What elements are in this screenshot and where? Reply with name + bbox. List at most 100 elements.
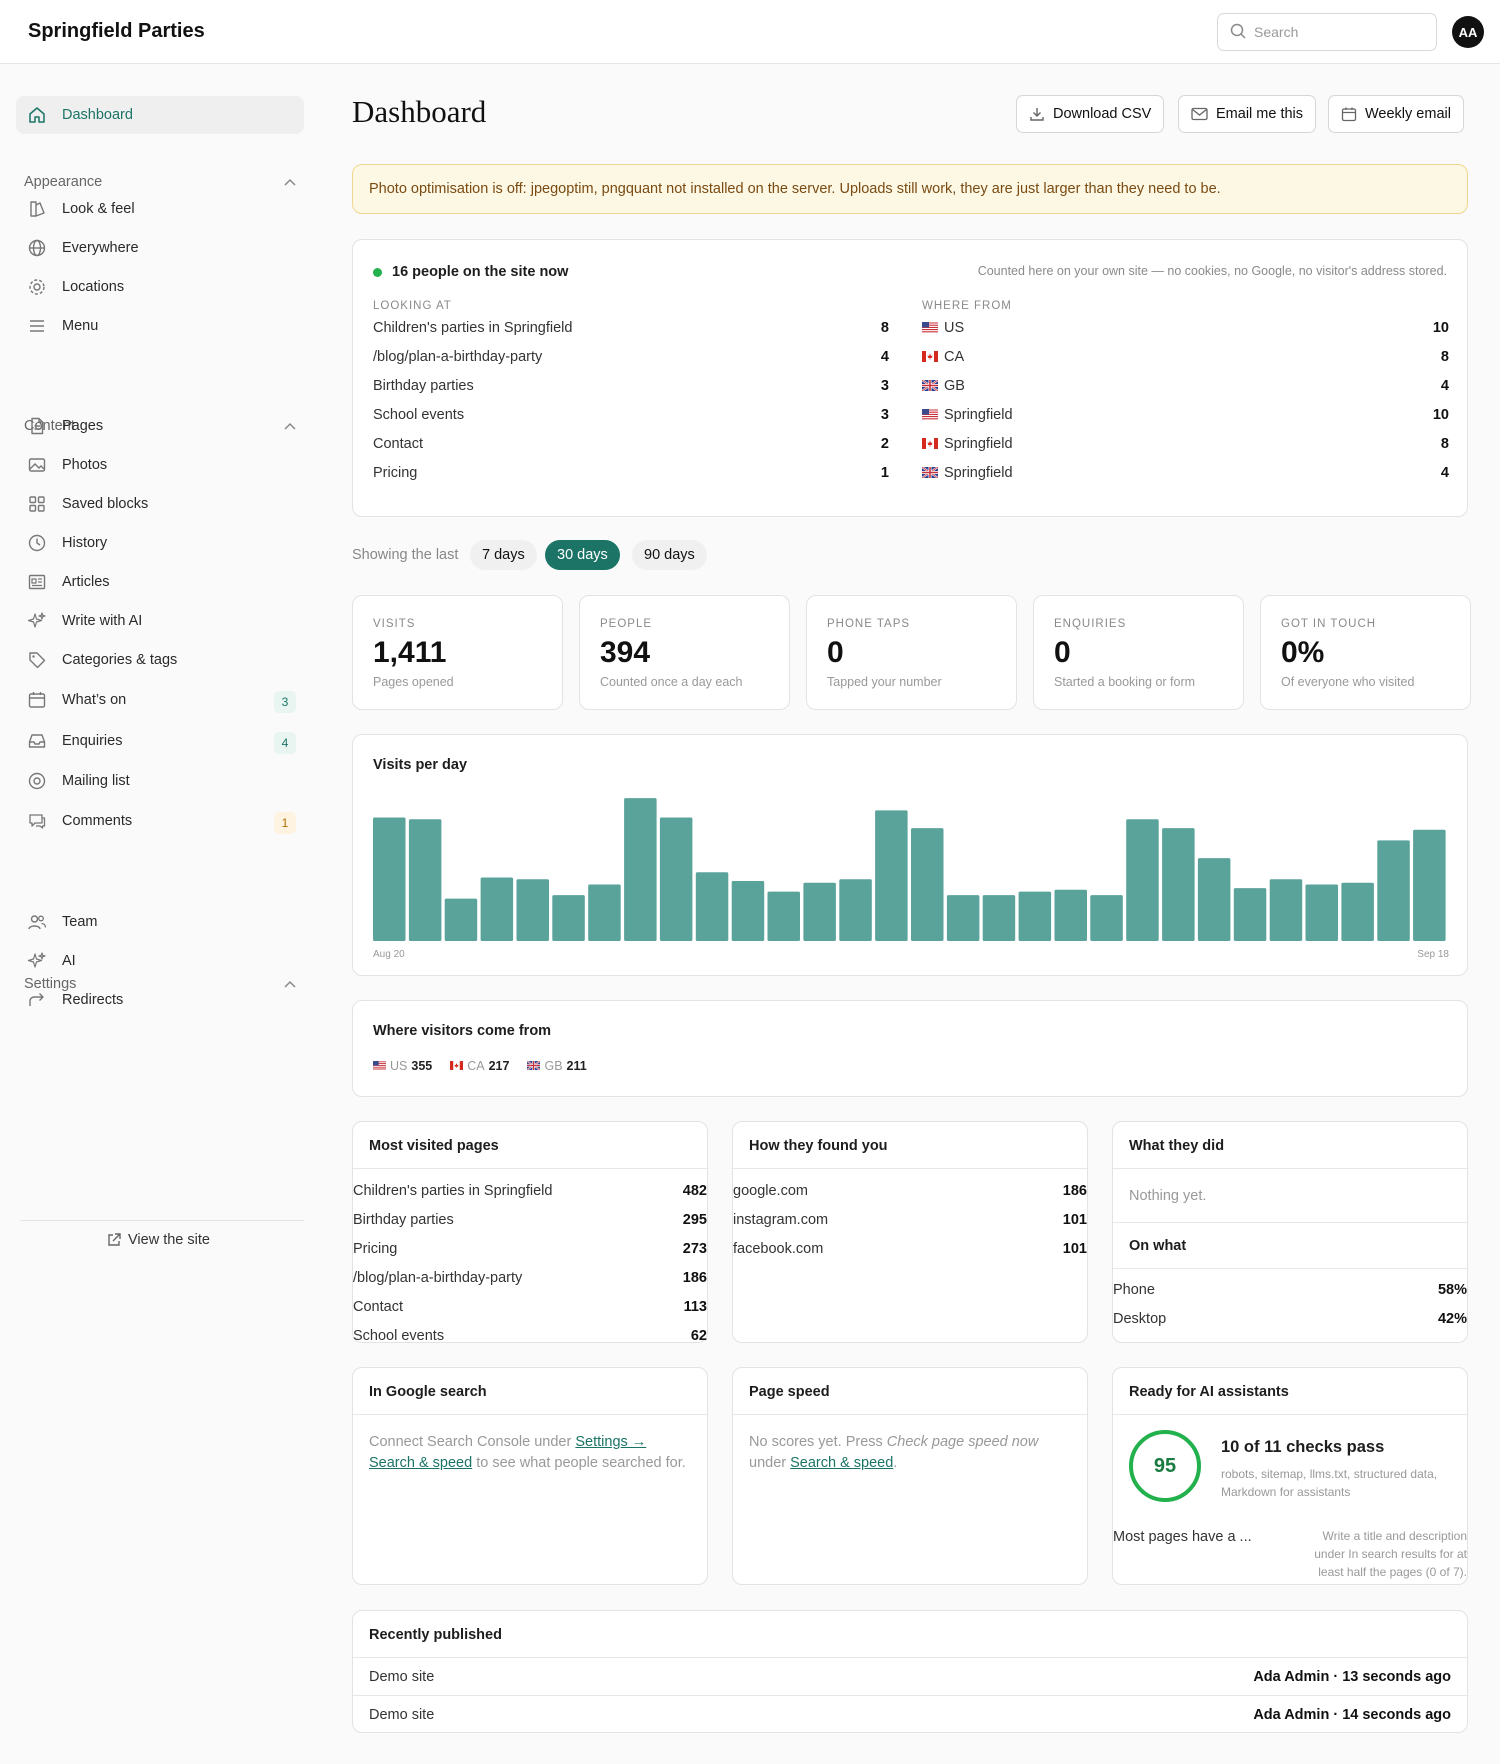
sidebar-item-mailing-list[interactable]: Mailing list xyxy=(16,762,304,800)
bar-day-1[interactable] xyxy=(373,817,406,942)
flag-us-icon xyxy=(373,1059,390,1073)
published-row[interactable]: Demo site Ada Admin · 13 seconds ago xyxy=(353,1658,1467,1696)
sidebar-item-dashboard[interactable]: Dashboard xyxy=(16,96,304,134)
bar-day-2[interactable] xyxy=(408,819,442,941)
chat-icon xyxy=(26,810,48,832)
sidebar-item-photos[interactable]: Photos xyxy=(16,446,304,484)
bar-day-13[interactable] xyxy=(803,882,836,941)
view-site-link[interactable]: View the site xyxy=(106,1232,210,1248)
search-speed-link[interactable]: Search & speed xyxy=(790,1455,894,1471)
source-us: US 355 xyxy=(373,1059,432,1073)
looking-at-row: /blog/plan-a-birthday-party 4 xyxy=(373,349,889,365)
view-site-label: View the site xyxy=(128,1232,210,1248)
sidebar-item-write-with-ai[interactable]: Write with AI xyxy=(16,602,304,640)
bar-day-8[interactable] xyxy=(624,798,657,941)
search-box[interactable] xyxy=(1217,13,1437,51)
published-row[interactable]: Demo site Ada Admin · 14 seconds ago xyxy=(353,1696,1467,1734)
count-badge: 3 xyxy=(274,691,296,713)
visitor-total: 217 xyxy=(488,1059,510,1073)
section-header-appearance[interactable]: Appearance xyxy=(24,174,296,190)
newspaper-icon xyxy=(26,571,48,593)
where-from-row: Springfield 8 xyxy=(922,436,1449,452)
sidebar-item-team[interactable]: Team xyxy=(16,903,304,941)
failing-check[interactable]: Most pages have a ... xyxy=(1113,1529,1252,1545)
looking-at-row: Children's parties in Springfield 8 xyxy=(373,320,889,336)
sidebar-item-label: AI xyxy=(62,953,76,969)
range-label: Showing the last xyxy=(352,547,459,563)
sidebar-item-saved-blocks[interactable]: Saved blocks xyxy=(16,485,304,523)
sidebar-item-enquiries[interactable]: Enquiries 4 xyxy=(16,722,304,760)
sidebar-item-look-feel[interactable]: Look & feel xyxy=(16,190,304,228)
bar-day-9[interactable] xyxy=(659,817,693,942)
sidebar-item-label: Everywhere xyxy=(62,240,139,256)
bar-day-3[interactable] xyxy=(444,898,478,941)
divider xyxy=(353,1168,707,1169)
email-me-button[interactable]: Email me this xyxy=(1178,95,1317,133)
sidebar-item-pages[interactable]: Pages xyxy=(16,407,304,445)
sidebar-item-everywhere[interactable]: Everywhere xyxy=(16,229,304,267)
referrer-row: google.com 186 xyxy=(733,1183,1087,1199)
bar-day-21[interactable] xyxy=(1090,895,1123,941)
bar-day-10[interactable] xyxy=(695,872,729,941)
bar-day-15[interactable] xyxy=(875,810,908,941)
bar-day-25[interactable] xyxy=(1233,888,1267,941)
bar-day-17[interactable] xyxy=(946,895,980,941)
bar-day-14[interactable] xyxy=(839,879,872,941)
sidebar-item-locations[interactable]: Locations xyxy=(16,268,304,306)
bar-day-22[interactable] xyxy=(1126,819,1159,941)
bar-day-30[interactable] xyxy=(1413,829,1446,941)
location-name: GB xyxy=(944,378,965,394)
bar-day-18[interactable] xyxy=(982,895,1016,941)
bar-day-24[interactable] xyxy=(1197,858,1231,941)
range-option-7-days[interactable]: 7 days xyxy=(470,540,537,570)
sidebar-item-what-s-on[interactable]: What’s on 3 xyxy=(16,681,304,719)
referrer-row: instagram.com 101 xyxy=(733,1212,1087,1228)
bar-day-11[interactable] xyxy=(731,881,765,941)
sidebar-item-history[interactable]: History xyxy=(16,524,304,562)
sidebar-item-label: Photos xyxy=(62,457,108,473)
weekly-email-button[interactable]: Weekly email xyxy=(1328,95,1464,133)
bar-day-19[interactable] xyxy=(1018,891,1052,941)
download-csv-button[interactable]: Download CSV xyxy=(1016,95,1165,133)
section-header-settings[interactable]: Settings xyxy=(24,976,296,992)
search-input[interactable] xyxy=(1254,24,1414,40)
checks-detail: robots, sitemap, llms.txt, structured da… xyxy=(1221,1467,1438,1499)
visits-bar-chart: Aug 20 Sep 18 xyxy=(373,798,1449,960)
bar-day-28[interactable] xyxy=(1341,882,1374,941)
stat-card-people: PEOPLE 394 Counted once a day each xyxy=(579,595,790,710)
bar-day-5[interactable] xyxy=(516,879,550,941)
bar-day-7[interactable] xyxy=(588,884,621,942)
bar-day-29[interactable] xyxy=(1377,840,1410,941)
clock-icon xyxy=(26,532,48,554)
bar-day-16[interactable] xyxy=(911,828,944,941)
stat-card-got-in-touch: GOT IN TOUCH 0% Of everyone who visited xyxy=(1260,595,1471,710)
sidebar-item-articles[interactable]: Articles xyxy=(16,563,304,601)
bar-day-26[interactable] xyxy=(1269,879,1303,941)
bar-day-12[interactable] xyxy=(767,891,801,941)
range-option-30-days[interactable]: 30 days xyxy=(545,540,620,570)
bar-day-27[interactable] xyxy=(1305,884,1339,942)
stat-card-phone-taps: PHONE TAPS 0 Tapped your number xyxy=(806,595,1017,710)
avatar[interactable]: AA xyxy=(1452,16,1484,48)
settings-link[interactable]: Settings → xyxy=(575,1434,647,1450)
button-label: Email me this xyxy=(1216,106,1304,122)
sidebar-item-categories-tags[interactable]: Categories & tags xyxy=(16,641,304,679)
section-header-content[interactable]: Content xyxy=(24,418,296,434)
sidebar-item-ai[interactable]: AI xyxy=(16,942,304,980)
sidebar-item-redirects[interactable]: Redirects xyxy=(16,981,304,1019)
most-visited-row: Birthday parties 295 xyxy=(353,1212,707,1228)
sidebar-item-menu[interactable]: Menu xyxy=(16,307,304,345)
visitor-count: 4 xyxy=(1440,378,1449,394)
location-name: Springfield xyxy=(944,436,1013,452)
brand-name[interactable]: Springfield Parties xyxy=(28,20,205,42)
most-visited-row: School events 62 xyxy=(353,1328,707,1344)
bar-day-23[interactable] xyxy=(1162,828,1195,941)
stat-card-visits: VISITS 1,411 Pages opened xyxy=(352,595,563,710)
bar-day-6[interactable] xyxy=(552,895,585,941)
sidebar-item-comments[interactable]: Comments 1 xyxy=(16,802,304,840)
bar-day-4[interactable] xyxy=(480,877,514,942)
search-speed-link[interactable]: Search & speed xyxy=(369,1455,473,1471)
bar-day-20[interactable] xyxy=(1054,889,1088,941)
range-option-90-days[interactable]: 90 days xyxy=(632,540,707,570)
visitor-count: 8 xyxy=(1440,349,1449,365)
